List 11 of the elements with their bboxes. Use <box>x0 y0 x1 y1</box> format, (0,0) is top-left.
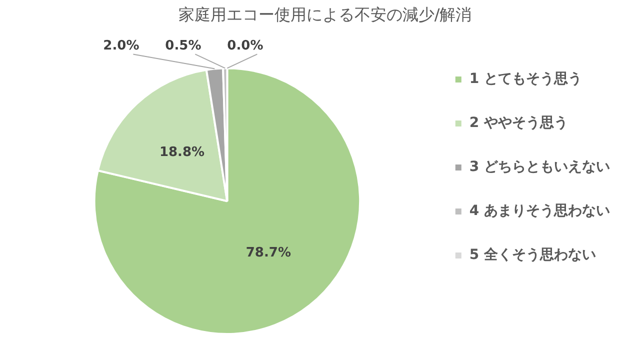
data-label: 78.7% <box>246 246 291 261</box>
legend-label: 3 どちらともいえない <box>469 159 610 176</box>
legend-label: 5 全くそう思わない <box>469 247 596 264</box>
data-label: 18.8% <box>159 144 205 160</box>
legend-label: 4 あまりそう思わない <box>469 203 610 220</box>
data-label: 0.5% <box>165 38 202 54</box>
text: 0.0% <box>227 38 264 54</box>
legend-label: 1 とてもそう思う <box>469 71 582 88</box>
chart-title: 家庭用エコー使用による不安の減少/解消 <box>178 4 472 24</box>
legend-label: 2 ややそう思う <box>469 115 568 132</box>
data-label: 2.0% <box>103 38 140 54</box>
